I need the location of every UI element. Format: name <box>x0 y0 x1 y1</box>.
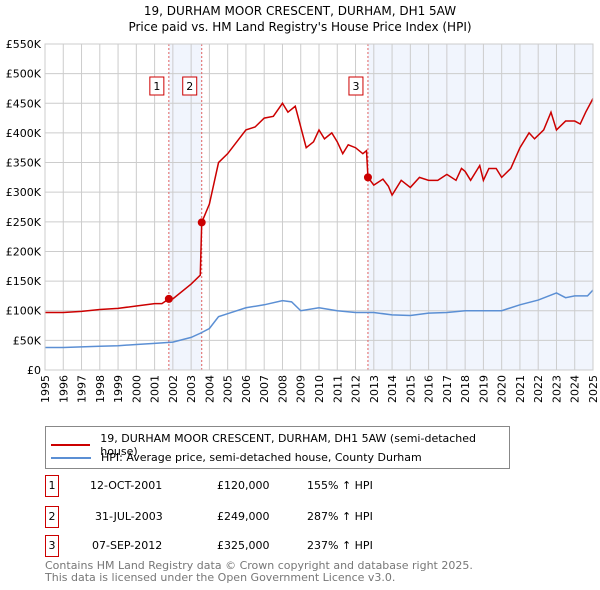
sale-price: £325,000 <box>217 539 270 552</box>
hpi-line <box>45 289 594 349</box>
sale-marker-label: 2 <box>45 506 59 528</box>
plot-border <box>44 43 594 371</box>
sale-hpi: 155% ↑ HPI <box>307 479 373 492</box>
property-line <box>45 98 594 314</box>
y-tick-label: £50K <box>13 334 42 347</box>
sale-label: 2 <box>186 80 193 93</box>
legend-swatch-property <box>51 444 91 446</box>
x-tick-label: 1996 <box>57 375 70 403</box>
footer-licence: This data is licensed under the Open Gov… <box>45 571 396 584</box>
y-tick-label: £500K <box>6 68 42 81</box>
x-tick-label: 2019 <box>477 375 490 403</box>
sale-date: 07-SEP-2012 <box>92 539 163 552</box>
x-tick-label: 1997 <box>76 375 89 403</box>
sale-label-box <box>348 76 364 96</box>
x-tick-label: 2006 <box>240 375 253 403</box>
legend-swatch-hpi <box>51 456 91 459</box>
y-tick-label: £250K <box>6 216 42 229</box>
sale-marker-label: 3 <box>45 535 59 557</box>
y-tick-label: £0 <box>27 364 41 377</box>
x-tick-label: 2018 <box>459 375 472 403</box>
y-tick-label: £200K <box>6 245 42 258</box>
shaded-region <box>168 44 202 370</box>
sale-point <box>164 294 173 303</box>
x-tick-label: 2013 <box>368 375 381 403</box>
x-tick-label: 2002 <box>167 375 180 403</box>
footer-copyright: Contains HM Land Registry data © Crown c… <box>45 559 473 572</box>
sale-label-box <box>149 76 165 96</box>
x-tick-label: 2015 <box>404 375 417 403</box>
legend-label-hpi: HPI: Average price, semi-detached house,… <box>101 451 422 464</box>
x-tick-label: 2023 <box>550 375 563 403</box>
sale-label-box <box>182 76 198 96</box>
legend-label-property: 19, DURHAM MOOR CRESCENT, DURHAM, DH1 5A… <box>100 432 477 458</box>
y-tick-label: £100K <box>6 305 42 318</box>
sale-label: 1 <box>153 80 160 93</box>
x-tick-label: 2011 <box>331 375 344 403</box>
y-tick-label: £300K <box>6 186 42 199</box>
x-tick-label: 1999 <box>112 375 125 403</box>
x-tick-label: 2000 <box>130 375 143 403</box>
y-tick-label: £450K <box>6 97 42 110</box>
x-tick-label: 2001 <box>149 375 162 403</box>
x-tick-label: 2005 <box>222 375 235 403</box>
x-tick-label: 2003 <box>185 375 198 403</box>
x-tick-label: 2004 <box>203 375 216 403</box>
sale-date: 12-OCT-2001 <box>90 479 163 492</box>
x-tick-label: 2024 <box>569 375 582 403</box>
price-chart: 1995 1996 1997 1998 1999 2000 2001 2002 2003 2004… <box>6 38 600 403</box>
chart-title: 19, DURHAM MOOR CRESCENT, DURHAM, DH1 5A… <box>143 4 457 18</box>
x-tick-label: 2008 <box>276 375 289 403</box>
sale-price: £249,000 <box>217 510 270 523</box>
x-tick-label: 2010 <box>313 375 326 403</box>
x-tick-label: 1995 <box>39 375 52 403</box>
sale-marker-label: 1 <box>45 475 59 497</box>
x-tick-label: 2016 <box>423 375 436 403</box>
legend: 19, DURHAM MOOR CRESCENT, DURHAM, DH1 5A… <box>45 426 510 469</box>
x-tick-label: 2007 <box>258 375 271 403</box>
sale-hpi: 237% ↑ HPI <box>307 539 373 552</box>
x-tick-label: 2025 <box>587 375 600 403</box>
x-tick-label: 2017 <box>441 375 454 403</box>
sale-point <box>197 218 206 227</box>
sale-price: £120,000 <box>217 479 270 492</box>
sale-label: 3 <box>352 80 359 93</box>
sale-point <box>363 173 372 182</box>
x-tick-label: 2009 <box>295 375 308 403</box>
x-tick-label: 2020 <box>496 375 509 403</box>
x-tick-label: 2021 <box>514 375 527 403</box>
y-tick-label: £550K <box>6 38 42 51</box>
x-tick-label: 2014 <box>386 375 399 403</box>
sale-date: 31-JUL-2003 <box>95 510 163 523</box>
y-tick-label: £400K <box>6 127 42 140</box>
y-tick-label: £150K <box>6 275 42 288</box>
shaded-region <box>367 44 593 370</box>
x-tick-label: 2022 <box>532 375 545 403</box>
x-tick-label: 1998 <box>94 375 107 403</box>
chart-subtitle: Price paid vs. HM Land Registry's House … <box>128 20 472 34</box>
x-tick-label: 2012 <box>350 375 363 403</box>
sale-hpi: 287% ↑ HPI <box>307 510 373 523</box>
y-tick-label: £350K <box>6 157 42 170</box>
